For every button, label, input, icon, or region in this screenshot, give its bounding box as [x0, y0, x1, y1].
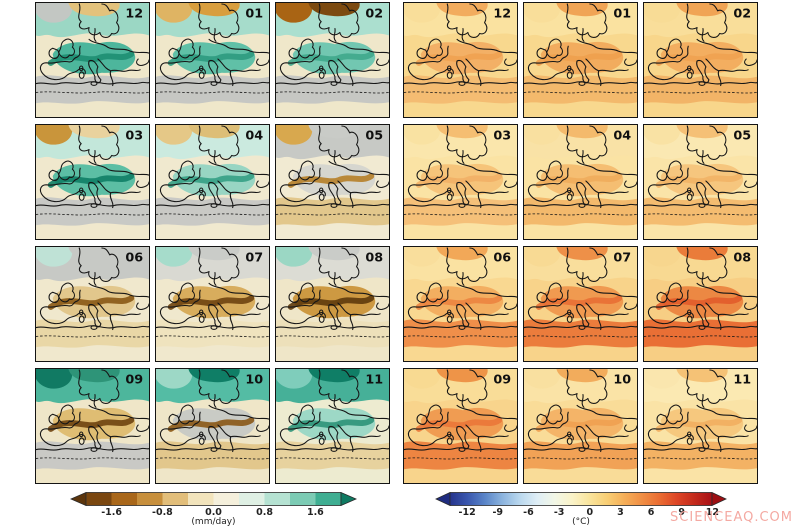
colorbar-tick: 3: [617, 507, 624, 518]
colorbar-tick: 0.0: [205, 507, 222, 518]
map-month-label: 03: [125, 129, 143, 144]
colorbar-tick: 0: [586, 507, 594, 518]
precipitation-colorbar-unit-label: (mm/day): [191, 517, 236, 527]
map-month-label: 06: [125, 251, 143, 266]
precipitation-map-month-07: 07: [155, 246, 270, 362]
map-month-label: 07: [245, 251, 263, 266]
coastline: [524, 369, 637, 460]
colorbar-tick: -9: [492, 507, 504, 518]
map-month-label: 04: [245, 129, 263, 144]
temperature-colorbar-ticks: -12 -9 -6 -3 0 3 6 9 12: [435, 506, 727, 518]
coastline: [276, 3, 389, 94]
map-month-label: 01: [245, 7, 263, 22]
colorbar-tick: 0.8: [256, 507, 273, 518]
map-month-label: 10: [245, 373, 263, 388]
map-month-label: 01: [613, 7, 631, 22]
precipitation-map-grid: 12 01 02 03 04 05 06 07 08 09 10 11: [35, 2, 390, 484]
coastline: [276, 125, 389, 216]
coastline: [156, 3, 269, 94]
temperature-map-month-08: 08: [643, 246, 758, 362]
map-month-label: 08: [733, 251, 751, 266]
map-month-label: 08: [365, 251, 383, 266]
coastline: [644, 369, 757, 460]
coastline: [404, 125, 517, 216]
coastline: [524, 3, 637, 94]
map-month-label: 11: [733, 373, 751, 388]
colorbar-tick: -3: [553, 507, 565, 518]
watermark: SCIENCEAQ.COM: [670, 510, 793, 525]
precipitation-map-month-02: 02: [275, 2, 390, 118]
colorbar-tick: 12: [705, 507, 720, 518]
coastline: [36, 369, 149, 460]
colorbar-tick: -0.8: [152, 507, 173, 518]
temperature-map-month-04: 04: [523, 124, 638, 240]
temperature-map-month-11: 11: [643, 368, 758, 484]
map-month-label: 05: [365, 129, 383, 144]
precipitation-map-month-06: 06: [35, 246, 150, 362]
map-month-label: 11: [365, 373, 383, 388]
precipitation-map-month-05: 05: [275, 124, 390, 240]
coastline: [404, 369, 517, 460]
colorbar-tick: -12: [458, 507, 476, 518]
coastline: [524, 125, 637, 216]
temperature-map-month-07: 07: [523, 246, 638, 362]
precipitation-map-month-10: 10: [155, 368, 270, 484]
precipitation-map-month-03: 03: [35, 124, 150, 240]
map-month-label: 12: [125, 7, 143, 22]
coastline: [276, 247, 389, 338]
coastline: [644, 247, 757, 338]
coastline: [156, 247, 269, 338]
temperature-map-month-05: 05: [643, 124, 758, 240]
precipitation-map-month-08: 08: [275, 246, 390, 362]
coastline: [404, 247, 517, 338]
colorbar-tick: -1.6: [101, 507, 122, 518]
coastline: [644, 125, 757, 216]
map-month-label: 09: [493, 373, 511, 388]
colorbar-tick: -6: [523, 507, 534, 518]
map-month-label: 12: [493, 7, 511, 22]
colorbar-tick: 6: [647, 507, 655, 518]
precipitation-map-month-04: 04: [155, 124, 270, 240]
coastline: [156, 369, 269, 460]
map-month-label: 02: [733, 7, 751, 22]
coastline: [524, 247, 637, 338]
map-month-label: 02: [365, 7, 383, 22]
temperature-colorbar-unit-label: (°C): [572, 517, 590, 527]
map-month-label: 06: [493, 251, 511, 266]
precipitation-map-month-09: 09: [35, 368, 150, 484]
temperature-map-month-09: 09: [403, 368, 518, 484]
temperature-colorbar: -12 -9 -6 -3 0 3 6 9 12 (°C): [435, 492, 727, 529]
colorbar-bar: [70, 492, 357, 506]
temperature-map-month-02: 02: [643, 2, 758, 118]
coastline: [36, 247, 149, 338]
map-month-label: 03: [493, 129, 511, 144]
precipitation-colorbar: -1.6 -0.8 0.0 0.8 1.6 (mm/day): [70, 492, 357, 529]
colorbar-tick: 9: [678, 507, 686, 518]
coastline: [36, 125, 149, 216]
map-month-label: 10: [613, 373, 631, 388]
temperature-map-grid: 12 01 02 03 04 05 06 07 08 09 10 11: [403, 2, 758, 484]
colorbar-bar: [435, 492, 727, 506]
temperature-map-month-10: 10: [523, 368, 638, 484]
temperature-map-month-12: 12: [403, 2, 518, 118]
temperature-map-month-03: 03: [403, 124, 518, 240]
colorbar-tick: 1.6: [306, 507, 324, 518]
coastline: [36, 3, 149, 94]
precipitation-colorbar-ticks: -1.6 -0.8 0.0 0.8 1.6: [70, 506, 357, 518]
precipitation-map-month-12: 12: [35, 2, 150, 118]
map-month-label: 07: [613, 251, 631, 266]
coastline: [404, 3, 517, 94]
coastline: [644, 3, 757, 94]
precipitation-map-month-11: 11: [275, 368, 390, 484]
coastline: [156, 125, 269, 216]
temperature-map-month-01: 01: [523, 2, 638, 118]
map-month-label: 04: [613, 129, 631, 144]
temperature-map-month-06: 06: [403, 246, 518, 362]
coastline: [276, 369, 389, 460]
map-month-label: 09: [125, 373, 143, 388]
precipitation-map-month-01: 01: [155, 2, 270, 118]
map-month-label: 05: [733, 129, 751, 144]
